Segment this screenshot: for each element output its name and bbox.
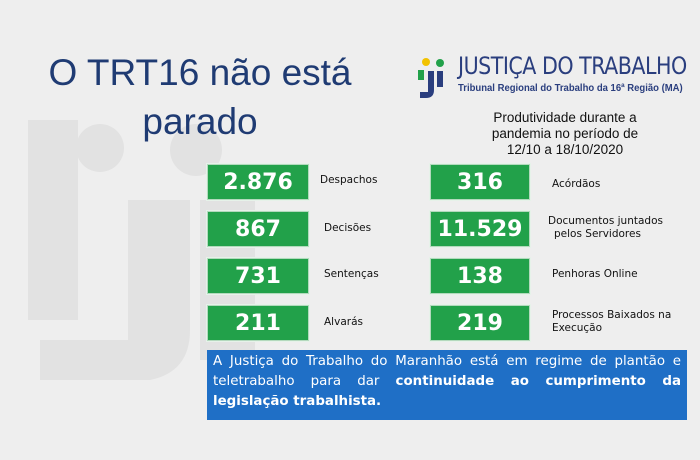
stat-label-processos: Processos Baixados na Execução [552,309,671,335]
stat-value-processos: 219 [430,305,530,341]
page-headline: O TRT16 não está parado [20,48,380,146]
stat-value-penhoras: 138 [430,258,530,294]
stat-label-acordaos: Acórdãos [552,178,600,191]
label-line: Penhoras Online [552,268,638,280]
stat-value-despachos: 2.876 [207,164,309,200]
stat-label-despachos: Despachos [320,174,377,187]
stat-value-documentos: 11.529 [430,211,530,247]
stat-value-acordaos: 316 [430,164,530,200]
subtitle-line-3: 12/10 a 18/10/2020 [506,142,624,157]
stat-label-decisoes: Decisões [324,222,371,235]
productivity-subtitle: Produtividade durante a pandemia no perí… [465,110,665,158]
subtitle-line-2: pandemia no período de [491,126,639,141]
jt-logo-icon [418,58,444,98]
label-line: Execução [552,322,603,334]
label-line: pelos Servidores [554,228,641,240]
stat-label-penhoras: Penhoras Online [552,268,638,281]
stat-value-sentencas: 731 [207,258,309,294]
label-line: Acórdãos [552,178,601,190]
stat-value-alvaras: 211 [207,305,309,341]
footer-notice: A Justiça do Trabalho do Maranhão está e… [207,350,687,420]
footer-text-bold: continuidade ao cumprimento da legislaçã… [213,374,681,409]
stat-label-documentos: Documentos juntados pelos Servidores [548,215,663,241]
justica-do-trabalho-logo: JUSTIÇA DO TRABALHO Tribunal Regional do… [416,50,696,106]
stat-label-alvaras: Alvarás [324,316,363,329]
logo-title: JUSTIÇA DO TRABALHO [458,52,687,80]
label-line: Documentos juntados [548,215,663,227]
headline-line-2: parado [142,101,258,142]
stat-value-decisoes: 867 [207,211,309,247]
label-line: Processos Baixados na [552,309,672,321]
logo-subtitle: Tribunal Regional do Trabalho da 16ª Reg… [458,83,683,94]
stat-label-sentencas: Sentenças [324,268,379,281]
headline-line-1: O TRT16 não está [48,52,352,93]
label-line: Alvarás [324,316,363,328]
label-line: Despachos [320,174,378,186]
subtitle-line-1: Produtividade durante a [493,110,637,125]
footer-text: A Justiça do Trabalho do Maranhão está e… [213,354,681,389]
label-line: Sentenças [324,268,379,280]
label-line: Decisões [324,222,372,234]
